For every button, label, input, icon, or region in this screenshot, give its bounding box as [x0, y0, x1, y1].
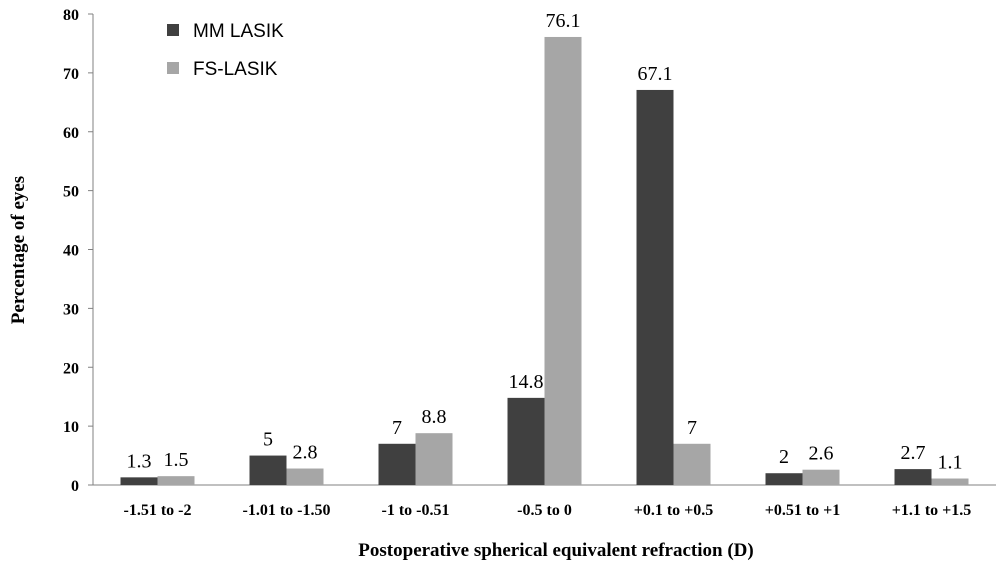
x-tick-label: -1.51 to -2 — [124, 502, 192, 519]
y-tick-label: 60 — [63, 125, 79, 142]
y-axis: 0 10 20 30 40 50 60 70 80 — [63, 7, 94, 495]
y-tick-label: 0 — [71, 478, 79, 495]
legend-swatch — [167, 24, 179, 36]
bar-mm-lasik — [249, 455, 287, 485]
data-label: 14.8 — [509, 371, 544, 393]
y-tick-label: 30 — [63, 301, 79, 318]
bars — [120, 36, 969, 486]
data-label: 2 — [779, 446, 789, 468]
data-label: 2.6 — [809, 443, 834, 465]
x-tick-label: +1.1 to +1.5 — [892, 502, 972, 519]
bar-fs-lasik — [286, 468, 324, 485]
data-label: 2.8 — [293, 442, 318, 464]
data-labels: 1.3 1.5 5 2.8 7 8.8 14.8 76.1 67.1 7 2 2.6 2.7 1.1 — [127, 10, 963, 474]
data-label: 5 — [263, 429, 273, 451]
bar-fs-lasik — [415, 433, 453, 485]
bar-mm-lasik — [765, 473, 803, 485]
data-label: 8.8 — [422, 406, 447, 428]
x-tick-label: -0.5 to 0 — [517, 502, 572, 519]
bar-fs-lasik — [673, 443, 711, 485]
bar-mm-lasik — [378, 443, 416, 485]
legend-swatch — [167, 62, 179, 74]
y-tick-label: 10 — [63, 419, 79, 436]
y-tick-label: 20 — [63, 360, 79, 377]
y-axis-title: Percentage of eyes — [8, 176, 29, 324]
bar-fs-lasik — [544, 36, 582, 486]
data-label: 1.1 — [938, 452, 963, 474]
x-tick-label: -1.01 to -1.50 — [243, 502, 331, 519]
y-tick-label: 40 — [63, 243, 79, 260]
data-label: 76.1 — [546, 10, 581, 32]
legend: MM LASIK FS-LASIK — [167, 21, 284, 80]
bar-fs-lasik — [802, 469, 840, 485]
data-label: 7 — [687, 417, 697, 439]
x-axis-title: Postoperative spherical equivalent refra… — [358, 540, 753, 561]
bar-fs-lasik — [931, 478, 969, 485]
legend-label: MM LASIK — [193, 21, 284, 42]
y-tick-label: 80 — [63, 7, 79, 24]
bar-mm-lasik — [636, 89, 674, 485]
data-label: 1.5 — [164, 449, 189, 471]
bar-fs-lasik — [157, 476, 195, 485]
bar-mm-lasik — [894, 469, 932, 485]
x-tick-label: -1 to -0.51 — [382, 502, 450, 519]
bar-mm-lasik — [120, 477, 158, 485]
data-label: 7 — [392, 417, 402, 439]
data-label: 2.7 — [901, 442, 926, 464]
y-tick-label: 50 — [63, 184, 79, 201]
x-axis: -1.51 to -2 -1.01 to -1.50 -1 to -0.51 -0.5… — [93, 484, 996, 519]
data-label: 1.3 — [127, 450, 152, 472]
x-tick-label: +0.51 to +1 — [765, 502, 841, 519]
y-tick-label: 70 — [63, 66, 79, 83]
bar-mm-lasik — [507, 397, 545, 485]
data-label: 67.1 — [638, 63, 673, 85]
x-tick-label: +0.1 to +0.5 — [634, 502, 714, 519]
legend-label: FS-LASIK — [193, 59, 278, 80]
